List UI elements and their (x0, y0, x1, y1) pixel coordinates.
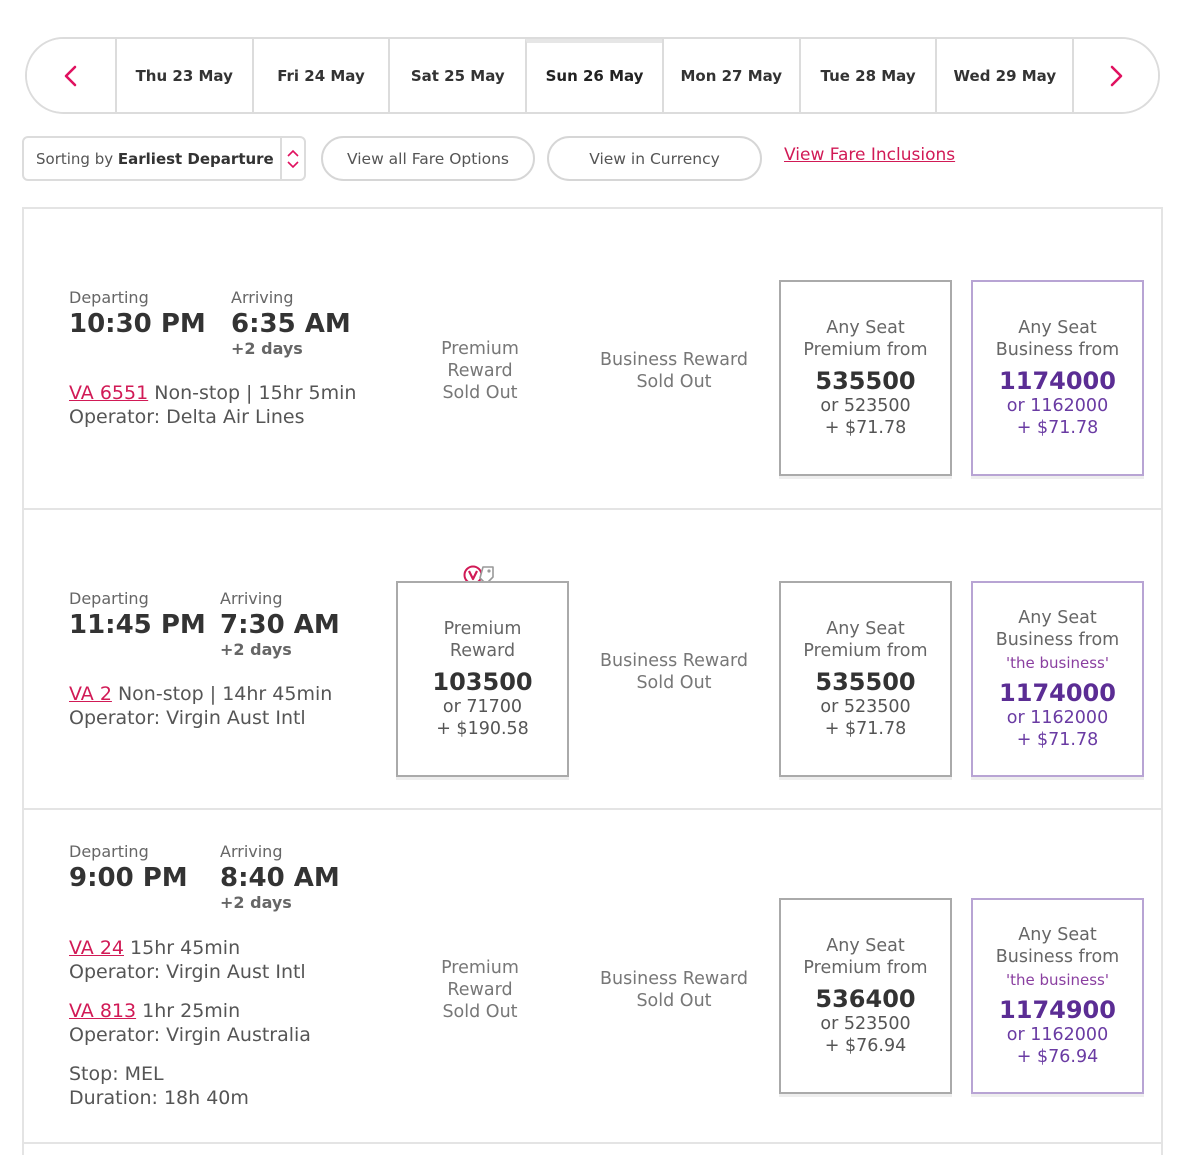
flight-number-link[interactable]: VA 813 (69, 1000, 137, 1022)
business-reward-sold-out: Business Reward Sold Out (600, 651, 748, 693)
prev-date-button[interactable] (27, 39, 115, 112)
operator-text: Operator: Virgin Aust Intl (69, 961, 306, 983)
flight-segment: VA 6551 Non-stop | 15hr 5min (69, 382, 356, 404)
arriving-label: Arriving (220, 589, 283, 608)
flight-segment: VA 813 1hr 25min (69, 1000, 240, 1022)
flight-segment: VA 24 15hr 45min (69, 937, 240, 959)
date-tab-thu-23[interactable]: Thu 23 May (114, 39, 252, 112)
velocity-tag-icon (463, 565, 494, 585)
any-seat-business-fare[interactable]: Any Seat Business from 'the business' 11… (971, 898, 1144, 1094)
fare-points: 1174000 (999, 679, 1116, 707)
fare-points: 1174900 (999, 996, 1116, 1024)
fare-points: 103500 (432, 668, 533, 696)
days-offset: +2 days (231, 339, 303, 358)
arrive-time: 6:35 AM (231, 309, 351, 339)
flight-info: 1hr 25min (142, 1000, 241, 1022)
any-seat-premium-fare[interactable]: Any Seat Premium from 535500 or 523500 +… (779, 581, 952, 777)
depart-time: 10:30 PM (69, 309, 206, 339)
date-tab-sun-26-selected[interactable]: Sun 26 May (525, 39, 662, 112)
flight-row: Departing 9:00 PM Arriving 8:40 AM +2 da… (24, 810, 1161, 1144)
date-selector: Thu 23 May Fri 24 May Sat 25 May Sun 26 … (25, 37, 1160, 114)
arriving-label: Arriving (220, 842, 283, 861)
date-tab-mon-27[interactable]: Mon 27 May (661, 39, 799, 112)
sort-label: Sorting by Earliest Departure (36, 149, 274, 168)
arrive-time: 7:30 AM (220, 610, 340, 640)
chevron-left-icon (64, 65, 77, 86)
stop-text: Stop: MEL (69, 1063, 164, 1085)
next-date-button[interactable] (1072, 39, 1158, 112)
arrive-time: 8:40 AM (220, 863, 340, 893)
days-offset: +2 days (220, 640, 292, 659)
operator-text: Operator: Virgin Australia (69, 1024, 311, 1046)
view-in-currency-button[interactable]: View in Currency (547, 136, 762, 181)
departing-label: Departing (69, 842, 149, 861)
any-seat-premium-fare[interactable]: Any Seat Premium from 536400 or 523500 +… (779, 898, 952, 1094)
premium-reward-fare[interactable]: Premium Reward 103500 or 71700 + $190.58 (396, 581, 569, 777)
sort-select[interactable]: Sorting by Earliest Departure (22, 136, 306, 181)
fare-points: 535500 (815, 367, 916, 395)
view-all-fare-options-button[interactable]: View all Fare Options (321, 136, 535, 181)
date-tab-tue-28[interactable]: Tue 28 May (798, 39, 936, 112)
fare-points: 535500 (815, 668, 916, 696)
depart-time: 11:45 PM (69, 610, 206, 640)
flight-row: Departing 10:30 PM Arriving 6:35 AM +2 d… (24, 209, 1161, 510)
flight-info: Non-stop | 14hr 45min (117, 683, 333, 705)
the-business-tag: 'the business' (1005, 971, 1109, 989)
duration-text: Duration: 18h 40m (69, 1087, 249, 1109)
arriving-label: Arriving (231, 288, 294, 307)
depart-time: 9:00 PM (69, 863, 188, 893)
flight-number-link[interactable]: VA 24 (69, 937, 124, 959)
any-seat-premium-fare[interactable]: Any Seat Premium from 535500 or 523500 +… (779, 280, 952, 476)
flight-row: Departing 11:45 PM Arriving 7:30 AM +2 d… (24, 510, 1161, 810)
fare-points: 1174000 (999, 367, 1116, 395)
view-fare-inclusions-link[interactable]: View Fare Inclusions (784, 145, 956, 165)
any-seat-business-fare[interactable]: Any Seat Business from 1174000 or 116200… (971, 280, 1144, 476)
flight-info: Non-stop | 15hr 5min (154, 382, 357, 404)
flight-number-link[interactable]: VA 6551 (69, 382, 149, 404)
departing-label: Departing (69, 589, 149, 608)
business-reward-sold-out: Business Reward Sold Out (600, 969, 748, 1011)
operator-text: Operator: Delta Air Lines (69, 406, 305, 428)
flight-info: 15hr 45min (130, 937, 241, 959)
departing-label: Departing (69, 288, 149, 307)
premium-reward-sold-out: Premium Reward Sold Out (441, 958, 519, 1022)
days-offset: +2 days (220, 893, 292, 912)
flight-results: Departing 10:30 PM Arriving 6:35 AM +2 d… (22, 207, 1163, 1155)
premium-reward-sold-out: Premium Reward Sold Out (441, 339, 519, 403)
date-tab-sat-25[interactable]: Sat 25 May (388, 39, 526, 112)
fare-points: 536400 (815, 985, 916, 1013)
the-business-tag: 'the business' (1005, 654, 1109, 672)
any-seat-business-fare[interactable]: Any Seat Business from 'the business' 11… (971, 581, 1144, 777)
flight-segment: VA 2 Non-stop | 14hr 45min (69, 683, 332, 705)
operator-text: Operator: Virgin Aust Intl (69, 707, 306, 729)
date-tab-fri-24[interactable]: Fri 24 May (251, 39, 389, 112)
flight-number-link[interactable]: VA 2 (69, 683, 112, 705)
chevron-right-icon (1110, 65, 1123, 86)
date-tab-wed-29[interactable]: Wed 29 May (935, 39, 1073, 112)
sort-arrows-icon (280, 138, 304, 179)
business-reward-sold-out: Business Reward Sold Out (600, 350, 748, 392)
sort-value: Earliest Departure (117, 149, 274, 168)
